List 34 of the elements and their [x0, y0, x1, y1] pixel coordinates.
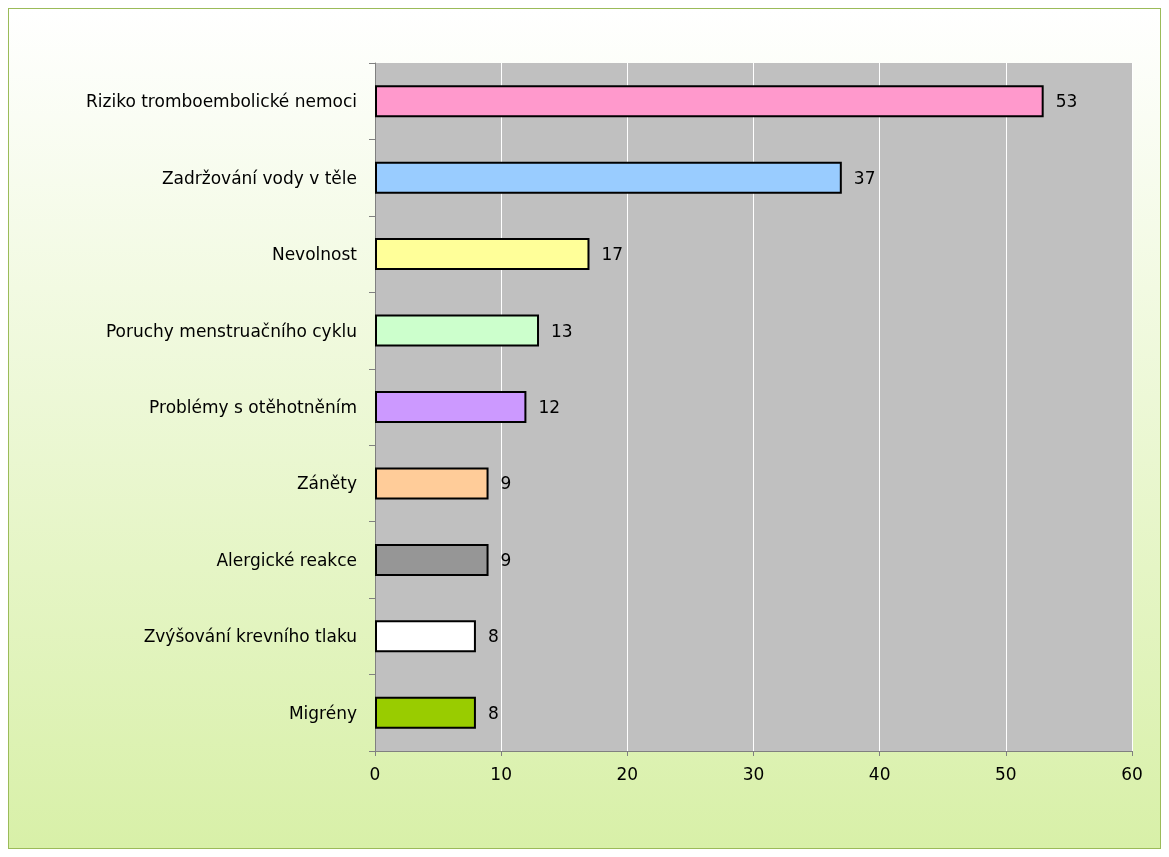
- x-tick-label: 20: [616, 763, 639, 784]
- x-tick-label: 0: [369, 763, 381, 784]
- y-tick-label: Nevolnost: [271, 244, 358, 265]
- y-tick-label: Alergické reakce: [216, 549, 357, 570]
- bar: [375, 467, 489, 500]
- y-tick-label: Zvýšování krevního tlaku: [143, 626, 357, 647]
- bar: [375, 238, 590, 271]
- y-tick-label: Poruchy menstruačního cyklu: [105, 320, 357, 341]
- data-label: 9: [500, 473, 512, 494]
- x-tick-label: 40: [868, 763, 891, 784]
- y-tick-label: Problémy s otěhotněním: [149, 397, 357, 417]
- y-tick-label: Záněty: [296, 473, 357, 494]
- y-tick-label: Zadržování vody v těle: [161, 167, 357, 188]
- data-label: 13: [551, 320, 573, 341]
- data-label: 37: [853, 167, 876, 188]
- bar: [375, 161, 842, 194]
- data-label: 12: [538, 397, 561, 417]
- data-label: 8: [487, 702, 499, 723]
- bar: [375, 543, 489, 576]
- x-tick-label: 10: [490, 763, 512, 784]
- bar: [375, 314, 540, 347]
- data-label: 17: [601, 244, 624, 265]
- bar: [375, 696, 476, 729]
- data-label: 9: [500, 549, 512, 570]
- data-label: 53: [1055, 91, 1078, 112]
- bar: [375, 85, 1044, 118]
- x-tick-label: 50: [995, 763, 1017, 784]
- bar: [375, 391, 527, 423]
- y-tick-label: Riziko tromboembolické nemoci: [85, 91, 357, 112]
- data-label: 8: [487, 626, 499, 647]
- x-tick-label: 60: [1121, 763, 1143, 784]
- x-tick-label: 30: [742, 763, 765, 784]
- y-tick-label: Migrény: [288, 702, 357, 723]
- bar: [375, 620, 476, 653]
